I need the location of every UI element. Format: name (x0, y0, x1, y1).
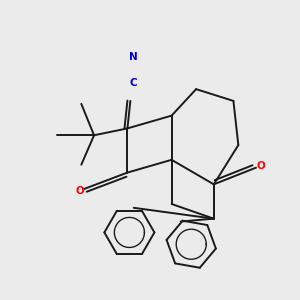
Text: O: O (256, 161, 265, 171)
Text: O: O (75, 186, 84, 196)
Text: N: N (129, 52, 138, 62)
Text: C: C (130, 78, 137, 88)
